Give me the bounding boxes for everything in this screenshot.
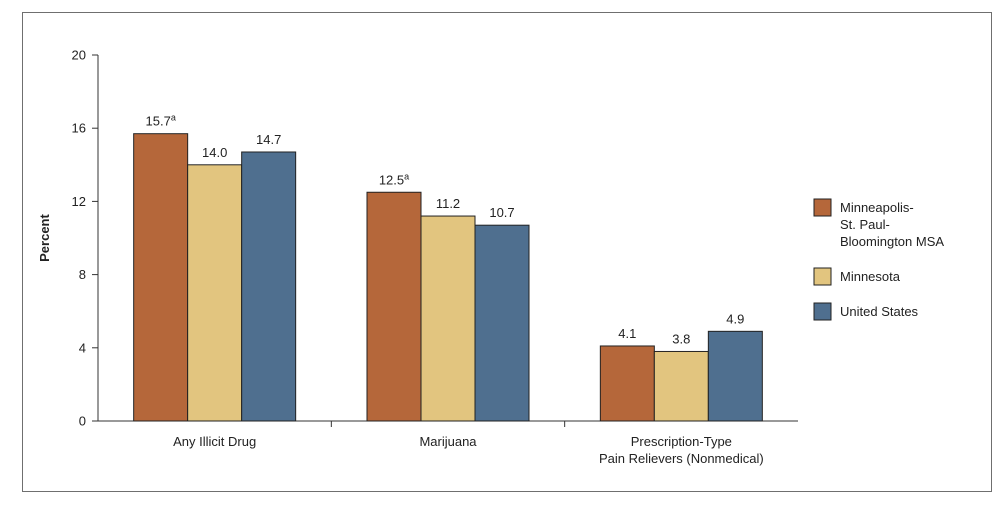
legend-label-0-2: Bloomington MSA bbox=[840, 234, 944, 249]
y-tick-label-4: 4 bbox=[79, 340, 86, 355]
bar-2-1 bbox=[653, 350, 709, 422]
data-label-0-0: 15.7a bbox=[146, 113, 176, 129]
y-tick-label-12: 12 bbox=[72, 194, 86, 209]
data-label-1-1: 11.2 bbox=[436, 196, 460, 211]
legend-label-1-0: Minnesota bbox=[840, 269, 901, 284]
bar-0-2 bbox=[241, 151, 297, 422]
y-tick-label-20: 20 bbox=[72, 48, 86, 63]
data-label-0-2: 14.7 bbox=[256, 132, 281, 147]
legend-label-2-0: United States bbox=[840, 304, 919, 319]
data-label-2-1: 3.8 bbox=[672, 331, 690, 346]
legend-label-0-1: St. Paul- bbox=[840, 217, 890, 232]
y-tick-label-8: 8 bbox=[79, 267, 86, 282]
legend-swatch-1 bbox=[813, 267, 832, 286]
legend-swatch-0 bbox=[813, 198, 832, 217]
y-tick-label-16: 16 bbox=[72, 121, 86, 136]
y-tick-label-0: 0 bbox=[79, 414, 86, 429]
data-label-1-0: 12.5a bbox=[379, 171, 409, 187]
category-label-2-1: Pain Relievers (Nonmedical) bbox=[599, 451, 764, 466]
data-label-0-1: 14.0 bbox=[202, 145, 227, 160]
bar-0-0 bbox=[133, 133, 189, 422]
data-label-2-0: 4.1 bbox=[618, 326, 636, 341]
bar-1-1 bbox=[420, 215, 476, 422]
legend-swatch-2 bbox=[813, 302, 832, 321]
chart-frame bbox=[22, 12, 992, 492]
category-label-0-0: Any Illicit Drug bbox=[173, 434, 256, 449]
category-label-1-0: Marijuana bbox=[419, 434, 477, 449]
category-label-2-0: Prescription-Type bbox=[631, 434, 732, 449]
bar-1-0 bbox=[366, 191, 422, 422]
bar-1-2 bbox=[474, 224, 530, 422]
y-axis-label: Percent bbox=[37, 213, 52, 261]
bar-0-1 bbox=[187, 164, 243, 422]
legend-label-0-0: Minneapolis- bbox=[840, 200, 914, 215]
data-label-2-2: 4.9 bbox=[726, 311, 744, 326]
data-label-1-2: 10.7 bbox=[489, 205, 514, 220]
bar-2-0 bbox=[599, 345, 655, 422]
bar-2-2 bbox=[707, 330, 763, 422]
